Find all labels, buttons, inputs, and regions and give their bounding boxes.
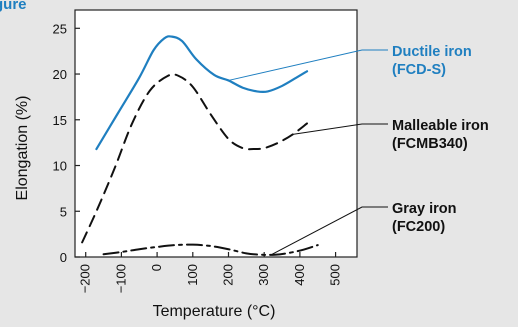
x-tick-label: 0 [149, 264, 164, 271]
y-axis-label: Elongation (%) [14, 96, 31, 201]
series-lines [81, 35, 319, 256]
series-line [81, 73, 309, 244]
y-tick-label: 5 [60, 204, 67, 219]
y-tick-label: 10 [53, 159, 67, 174]
x-tick-label: −100 [113, 264, 128, 293]
x-axis: −200 −100 0 100 200 300 400 500 [78, 252, 343, 293]
series-labels: Ductile iron (FCD-S) Malleable iron (FCMB34… [228, 44, 489, 256]
series-label: (FC200) [392, 219, 445, 235]
x-tick-label: 100 [185, 264, 200, 286]
x-tick-label: −200 [78, 264, 93, 293]
x-tick-label: 300 [256, 264, 271, 286]
y-tick-label: 20 [53, 67, 67, 82]
leader-line [292, 123, 388, 135]
plot-area [74, 9, 358, 258]
y-tick-label: 15 [53, 113, 67, 128]
series-label: (FCMB340) [392, 136, 468, 152]
x-tick-label: 500 [328, 264, 343, 286]
y-tick-label: 25 [53, 21, 67, 36]
leader-line [271, 206, 388, 256]
y-tick-label: 0 [60, 250, 67, 265]
series-line [95, 35, 309, 151]
x-axis-label: Temperature (°C) [153, 303, 276, 320]
series-label: Ductile iron [392, 44, 472, 60]
figure-title-fragment: gure [0, 0, 27, 13]
x-tick-label: 200 [220, 264, 235, 286]
x-tick-label: 400 [292, 264, 307, 286]
leader-line [228, 49, 388, 81]
series-label: (FCD-S) [392, 62, 446, 78]
series-label: Malleable iron [392, 118, 489, 134]
series-label: Gray iron [392, 201, 456, 217]
y-axis: 0 5 10 15 20 25 [53, 21, 80, 265]
series-line [102, 243, 319, 256]
plot-frame [74, 9, 358, 258]
